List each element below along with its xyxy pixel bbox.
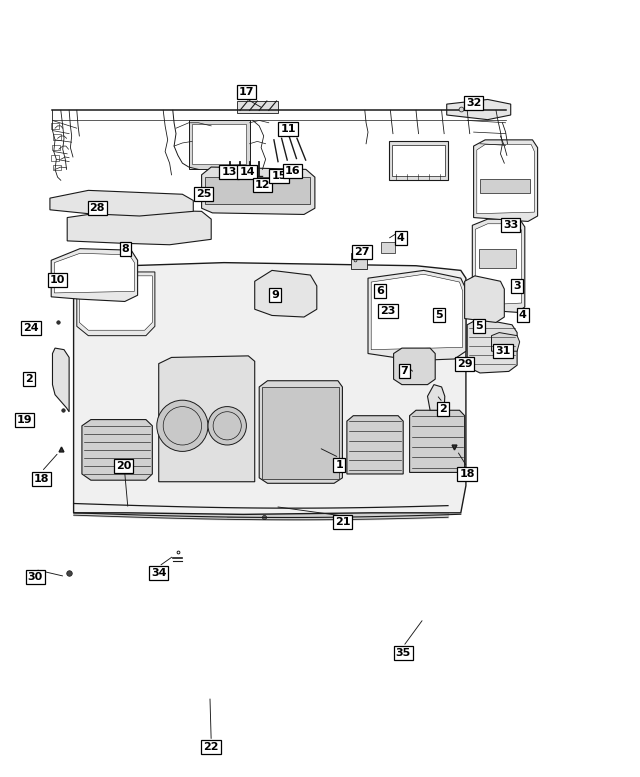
Text: 27: 27 — [355, 247, 370, 256]
Text: 31: 31 — [495, 347, 511, 356]
Polygon shape — [159, 356, 255, 482]
Bar — [51, 123, 59, 129]
Polygon shape — [371, 274, 463, 350]
Bar — [52, 145, 60, 150]
Text: 30: 30 — [28, 572, 43, 581]
Text: 19: 19 — [17, 415, 32, 424]
Polygon shape — [67, 210, 211, 245]
Polygon shape — [202, 167, 315, 214]
Polygon shape — [447, 99, 511, 120]
Bar — [351, 253, 367, 269]
Text: 18: 18 — [460, 469, 475, 479]
Polygon shape — [54, 253, 134, 293]
Polygon shape — [368, 270, 466, 361]
Bar — [53, 134, 61, 140]
Bar — [53, 165, 61, 170]
Polygon shape — [428, 385, 445, 410]
Text: 14: 14 — [239, 168, 255, 177]
Polygon shape — [477, 145, 534, 214]
Text: 25: 25 — [196, 190, 211, 199]
Text: 17: 17 — [239, 87, 254, 96]
Text: 10: 10 — [50, 275, 65, 284]
Polygon shape — [50, 190, 193, 216]
Bar — [389, 141, 448, 180]
Polygon shape — [51, 249, 138, 301]
Text: 29: 29 — [457, 359, 472, 368]
Text: 32: 32 — [466, 99, 481, 108]
Text: 21: 21 — [335, 517, 350, 527]
Text: 5: 5 — [435, 311, 443, 320]
Text: 23: 23 — [380, 306, 396, 315]
Text: 11: 11 — [280, 124, 296, 134]
Text: 16: 16 — [285, 166, 300, 176]
Bar — [480, 179, 530, 193]
Bar — [479, 249, 516, 268]
Polygon shape — [476, 224, 522, 305]
Text: 5: 5 — [475, 322, 483, 331]
Text: 28: 28 — [90, 204, 105, 213]
Circle shape — [157, 400, 208, 451]
Polygon shape — [465, 276, 504, 322]
Text: 2: 2 — [439, 405, 447, 414]
Text: 1: 1 — [335, 460, 343, 469]
Polygon shape — [74, 263, 466, 514]
Polygon shape — [474, 140, 538, 221]
Text: 3: 3 — [513, 281, 521, 291]
Polygon shape — [82, 420, 152, 480]
Bar — [392, 145, 445, 176]
Text: 4: 4 — [519, 311, 527, 320]
Bar — [51, 155, 59, 161]
Text: 22: 22 — [204, 743, 219, 752]
Bar — [205, 177, 310, 204]
Polygon shape — [492, 333, 520, 351]
Text: 8: 8 — [122, 244, 129, 253]
Text: 15: 15 — [271, 171, 287, 180]
Polygon shape — [52, 348, 69, 412]
Polygon shape — [259, 381, 342, 483]
Polygon shape — [394, 348, 435, 385]
Polygon shape — [472, 219, 525, 312]
Polygon shape — [79, 276, 152, 330]
Text: 33: 33 — [503, 221, 518, 230]
Text: 4: 4 — [397, 233, 404, 242]
Text: 35: 35 — [396, 648, 411, 657]
Bar — [381, 242, 395, 253]
Text: 18: 18 — [34, 474, 49, 483]
Polygon shape — [467, 319, 517, 373]
Bar — [237, 101, 278, 113]
Text: 24: 24 — [23, 323, 38, 333]
Text: 20: 20 — [116, 462, 131, 471]
Text: 34: 34 — [151, 569, 166, 578]
Text: 9: 9 — [271, 291, 279, 300]
Polygon shape — [255, 270, 317, 317]
Text: 13: 13 — [221, 168, 237, 177]
Text: 2: 2 — [25, 375, 33, 384]
Circle shape — [208, 406, 246, 445]
Text: 7: 7 — [401, 367, 408, 376]
Text: 6: 6 — [376, 287, 384, 296]
Bar — [262, 387, 339, 479]
Bar — [189, 120, 250, 169]
Polygon shape — [77, 272, 155, 336]
Polygon shape — [347, 416, 403, 474]
Text: 12: 12 — [255, 180, 270, 190]
Bar — [192, 124, 246, 164]
Polygon shape — [410, 410, 465, 472]
